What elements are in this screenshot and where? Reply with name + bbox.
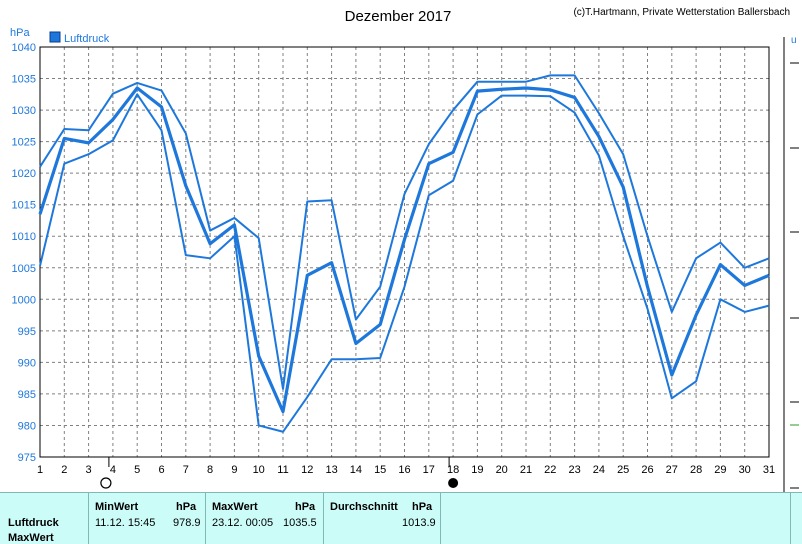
- x-tick-label: 19: [471, 464, 483, 476]
- x-tick-label: 29: [714, 464, 726, 476]
- x-tick-label: 3: [86, 464, 92, 476]
- plot-frame: [39, 46, 770, 458]
- legend-swatch: [49, 31, 61, 43]
- series-line-3: [39, 93, 770, 433]
- row-label-luftdruck: Luftdruck: [8, 517, 59, 529]
- series-line-2: [38, 86, 770, 414]
- x-tick-label: 24: [593, 464, 605, 476]
- y-tick-label: 995: [18, 326, 36, 338]
- x-tick-label: 5: [134, 464, 140, 476]
- x-tick-label: 16: [398, 464, 410, 476]
- x-tick-label: 22: [544, 464, 556, 476]
- x-tick-label: 27: [666, 464, 678, 476]
- y-tick-label: 1025: [12, 137, 36, 149]
- y-tick-label: 975: [18, 452, 36, 464]
- column-divider: [790, 493, 791, 544]
- x-tick-label: 7: [183, 464, 189, 476]
- x-tick-label: 26: [641, 464, 653, 476]
- column-divider: [205, 493, 206, 544]
- x-tick-label: 31: [763, 464, 775, 476]
- y-tick-label: 1030: [12, 105, 36, 117]
- x-tick-label: 25: [617, 464, 629, 476]
- right-edge-fragment: u: [791, 35, 797, 46]
- min-value: 978.9: [173, 517, 201, 529]
- pressure-chart: Dezember 2017 (c)T.Hartmann, Private Wet…: [10, 7, 799, 492]
- x-tick-label: 20: [496, 464, 508, 476]
- x-axis: 1 2 3 4 5 6 7 8 9 10 11 12 13 14 15 16 17 18 19 20 21 22 23 24 2…: [37, 464, 775, 476]
- header-avg-unit: hPa: [412, 501, 433, 513]
- header-avg: Durchschnitt: [330, 501, 398, 513]
- y-tick-label: 980: [18, 420, 36, 432]
- x-tick-label: 4: [110, 464, 116, 476]
- x-tick-label: 23: [568, 464, 580, 476]
- y-tick-label: 1005: [12, 263, 36, 275]
- y-tick-label: 1010: [12, 231, 36, 243]
- y-tick-label: 1020: [12, 168, 36, 180]
- row-label-maxwert: MaxWert: [8, 532, 54, 544]
- min-time: 11.12. 15:45: [95, 517, 156, 529]
- x-tick-label: 2: [61, 464, 67, 476]
- chart-credit: (c)T.Hartmann, Private Wetterstation Bal…: [573, 7, 790, 18]
- x-tick-label: 8: [207, 464, 213, 476]
- x-tick-label: 18: [447, 464, 459, 476]
- y-tick-label: 1015: [12, 200, 36, 212]
- x-tick-label: 21: [520, 464, 532, 476]
- header-max-unit: hPa: [295, 501, 316, 513]
- series-lines: [38, 74, 770, 433]
- x-tick-label: 30: [739, 464, 751, 476]
- header-max: MaxWert: [212, 501, 258, 513]
- y-tick-label: 1000: [12, 294, 36, 306]
- x-tick-label: 28: [690, 464, 702, 476]
- x-tick-label: 13: [325, 464, 337, 476]
- moon-markers: [100, 457, 459, 489]
- column-divider: [323, 493, 324, 544]
- y-tick-label: 990: [18, 357, 36, 369]
- grid-lines: [40, 47, 769, 457]
- x-tick-label: 9: [231, 464, 237, 476]
- y-tick-label: 1040: [12, 42, 36, 54]
- x-tick-label: 6: [158, 464, 164, 476]
- header-min: MinWert: [95, 501, 139, 513]
- column-divider: [440, 493, 441, 544]
- y-axis: 975 980 985 990 995 1000 1005 1010 1015 1020 1025 1…: [12, 42, 36, 464]
- y-axis-label: hPa: [10, 27, 30, 39]
- x-tick-label: 1: [37, 464, 43, 476]
- series-line-1: [39, 74, 770, 390]
- avg-value: 1013.9: [402, 517, 436, 529]
- header-min-unit: hPa: [176, 501, 197, 513]
- new-moon-icon: [448, 478, 459, 488]
- x-tick-label: 15: [374, 464, 386, 476]
- x-tick-label: 11: [277, 464, 288, 476]
- max-value: 1035.5: [283, 517, 317, 529]
- x-tick-label: 10: [253, 464, 265, 476]
- max-time: 23.12. 00:05: [212, 517, 274, 529]
- x-tick-label: 12: [301, 464, 313, 476]
- x-tick-label: 14: [350, 464, 362, 476]
- y-tick-label: 985: [18, 389, 36, 401]
- full-moon-icon: [100, 477, 112, 489]
- column-divider: [88, 493, 89, 544]
- summary-table: MinWert hPa MaxWert hPa Durchschnitt hPa…: [0, 492, 802, 544]
- chart-title: Dezember 2017: [345, 8, 452, 25]
- x-tick-label: 17: [423, 464, 435, 476]
- legend-label: Luftdruck: [64, 33, 110, 45]
- y-tick-label: 1035: [12, 74, 36, 86]
